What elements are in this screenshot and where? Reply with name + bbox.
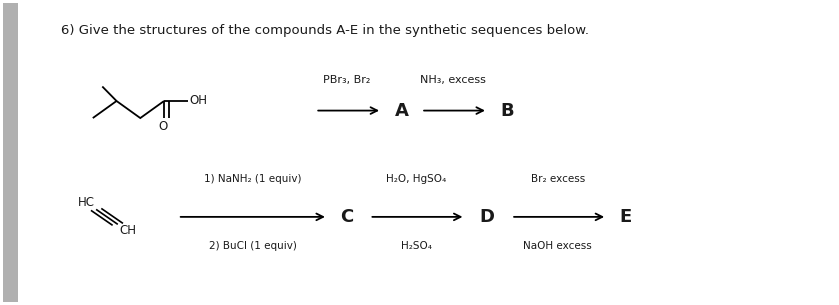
Text: A: A	[394, 102, 409, 120]
Text: D: D	[480, 208, 494, 226]
Text: NH₃, excess: NH₃, excess	[420, 75, 486, 85]
Text: OH: OH	[190, 95, 207, 107]
FancyBboxPatch shape	[3, 3, 18, 302]
Text: PBr₃, Br₂: PBr₃, Br₂	[323, 75, 371, 85]
Text: H₂O, HgSO₄: H₂O, HgSO₄	[386, 174, 446, 184]
Text: NaOH excess: NaOH excess	[524, 241, 592, 251]
Text: B: B	[500, 102, 514, 120]
Text: O: O	[159, 120, 168, 134]
Text: CH: CH	[119, 224, 137, 237]
Text: C: C	[341, 208, 353, 226]
Text: 1) NaNH₂ (1 equiv): 1) NaNH₂ (1 equiv)	[204, 174, 301, 184]
Text: 6) Give the structures of the compounds A-E in the synthetic sequences below.: 6) Give the structures of the compounds …	[61, 24, 589, 37]
Text: 2) BuCl (1 equiv): 2) BuCl (1 equiv)	[209, 241, 297, 251]
Text: Br₂ excess: Br₂ excess	[531, 174, 585, 184]
Text: HC: HC	[78, 196, 95, 210]
Text: E: E	[619, 208, 632, 226]
Text: H₂SO₄: H₂SO₄	[401, 241, 432, 251]
